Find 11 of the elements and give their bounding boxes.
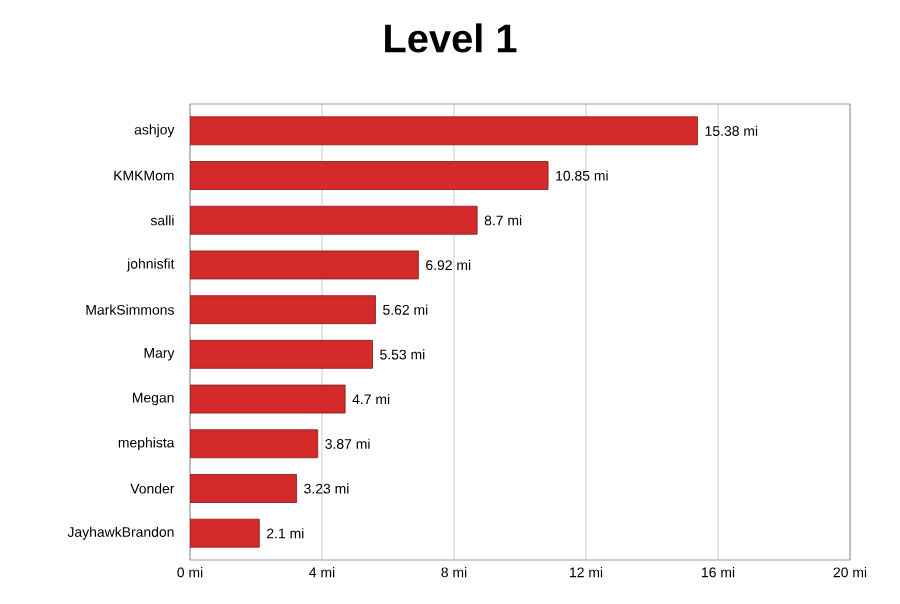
bar [190,518,260,548]
bar [190,339,373,369]
bar [190,205,478,235]
bar [190,295,376,325]
bar [190,384,346,414]
bar [190,474,297,503]
bar [190,429,319,459]
bar [190,161,549,190]
chart-title: Level 1 [385,23,517,53]
bar [190,250,419,280]
bar [190,116,698,146]
